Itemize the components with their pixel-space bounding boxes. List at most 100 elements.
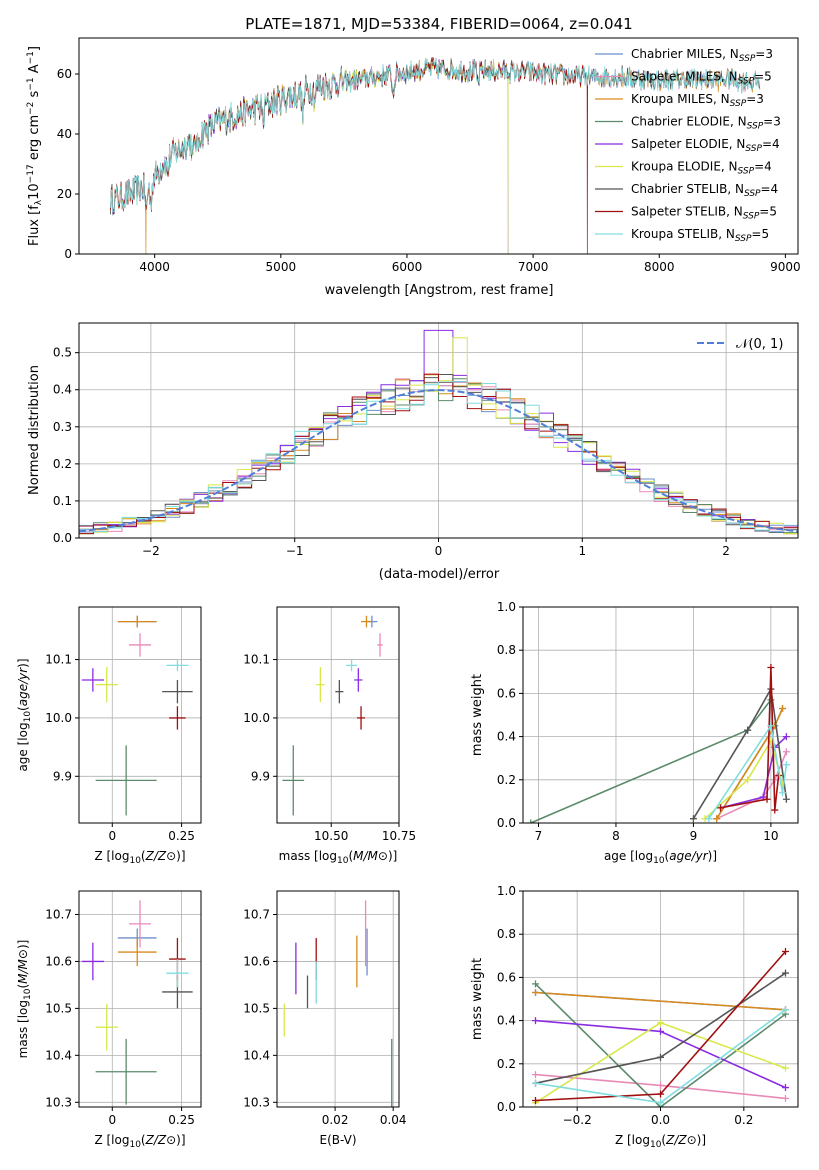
- massweight_vs_age-series-marker: [782, 795, 790, 803]
- residuals-ytick-label: 0.4: [53, 383, 72, 397]
- age_vs_mass-xlabel: mass [log10(M/M⊙)]: [279, 849, 398, 866]
- spectrum-series-line: [110, 57, 761, 254]
- mass_vs_EBV-xtick-label: 0.04: [380, 1113, 407, 1127]
- massweight_vs_Z-series-marker: [657, 1053, 664, 1061]
- massweight_vs_Z-ytick-label: 0.0: [497, 1100, 516, 1114]
- spectrum-legend-label: Salpeter STELIB, NSSP=5: [631, 205, 777, 222]
- massweight_vs_Z-series-marker: [657, 1027, 664, 1035]
- massweight_vs_Z-series-marker: [532, 1079, 539, 1087]
- spectrum-legend-label: Salpeter MILES, NSSP=5: [631, 70, 772, 87]
- massweight_vs_age-ytick-label: 0.2: [497, 773, 516, 787]
- residuals-ytick-label: 0.2: [53, 457, 72, 471]
- spectrum-series-line: [110, 59, 761, 214]
- massweight_vs_age-ytick-label: 1.0: [497, 600, 516, 614]
- massweight_vs_Z-xtick-label: 0.0: [651, 1113, 670, 1127]
- massweight_vs_age-series-marker: [779, 705, 787, 713]
- mass_vs_Z-chart: 0 0.25 10.3 10.4 10.5 10.6 10.7 Z [log10(Z/Z⊙)]…: [16, 890, 202, 1150]
- residuals-chart: −2 −1 0 1 2 0.0 0.1 0.2 0.3 0.4 0.5 𝒩(0, 1) (data-mo…: [27, 322, 799, 582]
- massweight_vs_age-series-marker: [771, 806, 779, 814]
- massweight_vs_age-xlabel: age [log10(age/yr)]: [604, 849, 717, 866]
- age_vs_mass-ytick-label: 9.9: [251, 769, 270, 783]
- residuals-xtick-label: 1: [578, 544, 586, 558]
- mass_vs_EBV-chart-plot-area: [277, 891, 399, 1107]
- residuals-ylabel: Normed distribution: [27, 365, 42, 495]
- massweight_vs_Z-series-marker: [657, 1090, 664, 1098]
- age_vs_mass-frame: [276, 606, 400, 824]
- massweight_vs_age-ytick-label: 0.4: [497, 730, 516, 744]
- spectrum-ylabel: Flux [fλ10−17 erg cm−2 s−1 A−1]: [26, 46, 44, 246]
- spectrum-xtick-label: 8000: [644, 260, 675, 274]
- mass_vs_Z-frame: [78, 890, 202, 1108]
- massweight_vs_age-series-marker: [527, 819, 535, 823]
- massweight_vs_Z-ytick-label: 0.6: [497, 970, 516, 984]
- mass_vs_Z-ytick-label: 10.7: [45, 907, 72, 921]
- massweight_vs_age-series-line: [720, 736, 787, 809]
- spectrum-xtick-label: 5000: [266, 260, 297, 274]
- spectrum-legend-label: Chabrier MILES, NSSP=3: [631, 47, 773, 64]
- massweight_vs_Z-series-marker: [782, 947, 789, 955]
- residuals-histogram-step: [79, 381, 798, 533]
- massweight_vs_Z-series-marker: [532, 980, 539, 988]
- mass_vs_EBV-ytick-label: 10.3: [243, 1095, 270, 1109]
- massweight_vs_Z-series-marker: [657, 1081, 664, 1089]
- massweight_vs_Z-chart-plot-area: [523, 891, 798, 1107]
- massweight_vs_age-ytick-label: 0.8: [497, 643, 516, 657]
- spectrum-chart: 4000 5000 6000 7000 8000 9000 0 20 40 60 Chabrier …: [26, 37, 801, 298]
- mass_vs_EBV-xlabel: E(B-V): [319, 1133, 356, 1147]
- massweight_vs_age-frame: [522, 606, 799, 824]
- residuals-ytick-label: 0.3: [53, 420, 72, 434]
- age_vs_Z-chart-plot-area: [79, 607, 201, 823]
- residuals-xtick-label: 0: [435, 544, 443, 558]
- spectrum-legend-label: Kroupa MILES, NSSP=3: [631, 92, 764, 109]
- massweight_vs_age-series-line: [692, 686, 788, 820]
- age_vs_Z-ylabel: age [log10(age/yr)]: [16, 658, 33, 771]
- massweight_vs_age-series-marker: [744, 726, 752, 734]
- massweight_vs_Z-series-marker: [532, 1071, 539, 1079]
- massweight_vs_age-chart-plot-area: [523, 607, 798, 823]
- massweight_vs_age-ytick-label: 0.0: [497, 816, 516, 830]
- spectrum-xtick-label: 4000: [139, 260, 170, 274]
- mass_vs_Z-ylabel: mass [log10(M/M⊙)]: [16, 940, 33, 1059]
- age_vs_Z-ytick-label: 10.1: [45, 653, 72, 667]
- massweight_vs_age-series-marker: [689, 815, 697, 823]
- massweight_vs_Z-series-line: [535, 991, 786, 1011]
- massweight_vs_age-series-line: [716, 751, 788, 820]
- figure-title: PLATE=1871, MJD=53384, FIBERID=0064, z=0…: [245, 15, 632, 33]
- massweight_vs_Z-series-marker: [782, 1006, 789, 1014]
- massweight_vs_age-series-marker: [782, 761, 790, 769]
- residuals-xtick-label: −1: [286, 544, 304, 558]
- spectrum-legend-label: Kroupa ELODIE, NSSP=4: [631, 160, 772, 177]
- mass_vs_Z-xlabel: Z [log10(Z/Z⊙)]: [94, 1133, 185, 1150]
- massweight_vs_age-series-marker: [744, 776, 752, 784]
- spectrum-frame: [78, 37, 799, 255]
- mass_vs_Z-ytick-label: 10.3: [45, 1095, 72, 1109]
- massweight_vs_Z-series-marker: [532, 1097, 539, 1105]
- age_vs_Z-frame: [78, 606, 202, 824]
- residuals-xtick-label: 2: [722, 544, 730, 558]
- residuals-histogram-step: [79, 337, 798, 535]
- massweight_vs_Z-xtick-label: −0.2: [563, 1113, 592, 1127]
- residuals-ytick-label: 0.5: [53, 346, 72, 360]
- mass_vs_Z-ytick-label: 10.5: [45, 1001, 72, 1015]
- massweight_vs_Z-frame: [522, 890, 799, 1108]
- massweight_vs_age-xtick-label: 7: [535, 829, 543, 843]
- massweight_vs_Z-chart: −0.2 0.0 0.2 0.0 0.2 0.4 0.6 0.8 1.0 Z [log10(Z/Z…: [470, 884, 799, 1150]
- massweight_vs_Z-ytick-label: 0.2: [497, 1057, 516, 1071]
- spectrum-series-line: [110, 57, 761, 215]
- massweight_vs_Z-ytick-label: 0.8: [497, 927, 516, 941]
- spectrum-legend-label: Kroupa STELIB, NSSP=5: [631, 227, 769, 244]
- massweight_vs_age-xtick-label: 8: [612, 829, 620, 843]
- residuals-xtick-label: −2: [142, 544, 160, 558]
- mass_vs_EBV-ytick-label: 10.5: [243, 1001, 270, 1015]
- age_vs_mass-chart-plot-area: [277, 607, 399, 823]
- massweight_vs_age-series-marker: [782, 748, 790, 756]
- mass_vs_Z-ytick-label: 10.6: [45, 954, 72, 968]
- massweight_vs_Z-ytick-label: 1.0: [497, 884, 516, 898]
- massweight_vs_age-chart: 7 8 9 10 0.0 0.2 0.4 0.6 0.8 1.0 age [log10(age/yr…: [470, 600, 799, 866]
- spectrum-xtick-label: 7000: [518, 260, 549, 274]
- mass_vs_Z-chart-plot-area: [79, 891, 201, 1107]
- spectrum-legend-label: Chabrier ELODIE, NSSP=3: [631, 115, 781, 132]
- residuals-legend-label: 𝒩(0, 1): [736, 337, 783, 352]
- spectrum-ytick-label: 60: [57, 67, 72, 81]
